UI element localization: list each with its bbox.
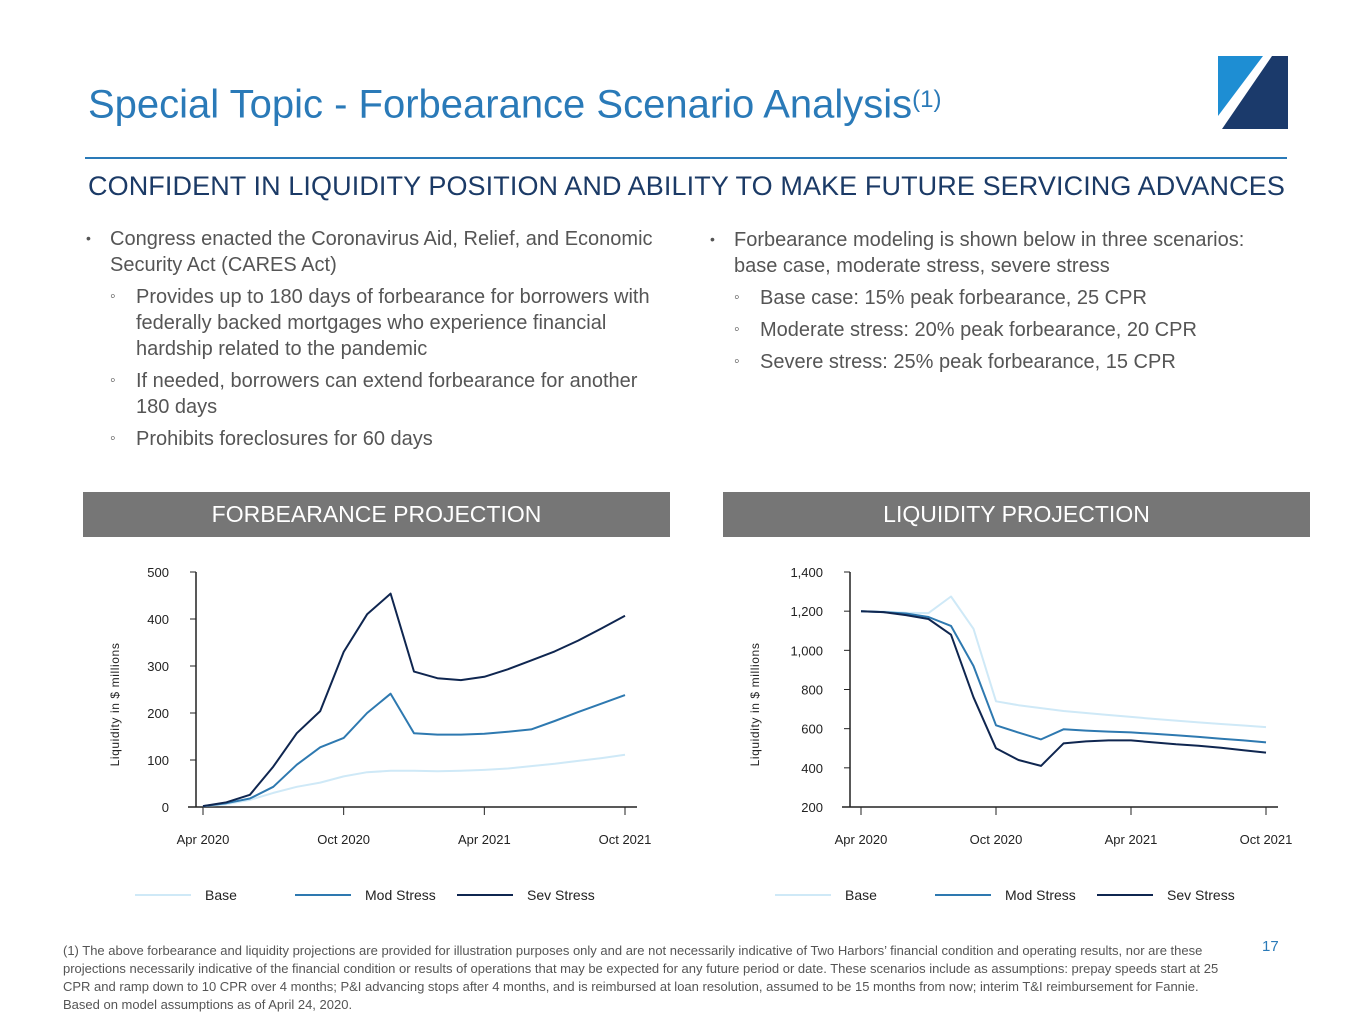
liquidity-y-tick-label: 1,400 <box>790 565 823 580</box>
forbearance-projection-header: FORBEARANCE PROJECTION <box>83 492 670 537</box>
forbearance-y-tick-label: 100 <box>147 753 169 768</box>
liquidity-series-base <box>860 595 1267 729</box>
forbearance-legend-label-base: Base <box>205 887 237 903</box>
liquidity-x-tick-label: Oct 2020 <box>970 832 1023 847</box>
liquidity-y-tick-label: 1,200 <box>790 604 823 619</box>
forbearance-x-tick-label: Oct 2020 <box>317 832 370 847</box>
bullet-cares-act: Congress enacted the Coronavirus Aid, Re… <box>86 225 676 278</box>
liquidity-y-tick-label: 1,000 <box>790 643 823 658</box>
sub-bullet-extend-forbearance: If needed, borrowers can extend forbeara… <box>86 368 676 420</box>
forbearance-y-tick-label: 400 <box>147 612 169 627</box>
forbearance-y-tick-label: 0 <box>162 800 169 815</box>
liquidity-series-sev-stress <box>860 610 1267 767</box>
liquidity-x-tick-label: Apr 2020 <box>835 832 888 847</box>
forbearance-chart: 0 100 200 300 400 500 Apr 2020 Oct 2020 Apr 2021… <box>95 545 735 915</box>
liquidity-y-tick-label: 200 <box>801 800 823 815</box>
forbearance-legend-label-sev-stress: Sev Stress <box>527 887 595 903</box>
liquidity-x-tick-label: Apr 2021 <box>1105 832 1158 847</box>
title-divider <box>85 157 1287 159</box>
left-bullet-list: Congress enacted the Coronavirus Aid, Re… <box>86 225 676 458</box>
forbearance-x-tick-label: Apr 2020 <box>177 832 230 847</box>
liquidity-legend-label-sev-stress: Sev Stress <box>1167 887 1235 903</box>
liquidity-x-tick-label: Oct 2021 <box>1240 832 1293 847</box>
title-footnote-marker: (1) <box>912 86 942 113</box>
liquidity-legend-label-base: Base <box>845 887 877 903</box>
liquidity-y-tick-label: 400 <box>801 761 823 776</box>
forbearance-series-mod-stress <box>202 692 626 808</box>
forbearance-series-base <box>202 753 626 808</box>
liquidity-chart-svg: 200 400 600 800 1,000 1,200 1,400 Apr 2020 Oct 2… <box>748 565 1293 903</box>
forbearance-y-tick-label: 500 <box>147 565 169 580</box>
sub-bullet-prohibits-foreclosures: Prohibits foreclosures for 60 days <box>86 426 676 452</box>
sub-bullet-base-case: Base case: 15% peak forbearance, 25 CPR <box>710 285 1280 311</box>
liquidity-y-tick-label: 800 <box>801 683 823 698</box>
forbearance-y-tick-label: 300 <box>147 659 169 674</box>
liquidity-legend-label-mod-stress: Mod Stress <box>1005 887 1076 903</box>
footnote: (1) The above forbearance and liquidity … <box>63 943 1219 1012</box>
forbearance-legend-label-mod-stress: Mod Stress <box>365 887 436 903</box>
sub-bullet-forbearance-180-days: Provides up to 180 days of forbearance f… <box>86 284 676 362</box>
forbearance-x-tick-label: Oct 2021 <box>599 832 652 847</box>
forbearance-y-axis-title: Liquidity in $ millions <box>108 643 122 767</box>
right-bullet-list: Forbearance modeling is shown below in t… <box>710 226 1280 381</box>
liquidity-y-tick-label: 600 <box>801 722 823 737</box>
liquidity-chart: 200 400 600 800 1,000 1,200 1,400 Apr 2020 Oct 2… <box>735 545 1365 915</box>
page-title-text: Special Topic - Forbearance Scenario Ana… <box>88 82 913 127</box>
liquidity-series-mod-stress <box>860 610 1267 744</box>
page-title: Special Topic - Forbearance Scenario Ana… <box>88 82 941 127</box>
forbearance-y-tick-label: 200 <box>147 706 169 721</box>
sub-bullet-severe-stress: Severe stress: 25% peak forbearance, 15 … <box>710 349 1280 375</box>
forbearance-series-sev-stress <box>202 592 626 808</box>
liquidity-y-axis-title: Liquidity in $ millions <box>748 643 762 767</box>
page-number: 17 <box>1262 938 1279 955</box>
forbearance-chart-svg: 0 100 200 300 400 500 Apr 2020 Oct 2020 Apr 2021… <box>108 565 652 903</box>
forbearance-x-tick-label: Apr 2021 <box>458 832 511 847</box>
section-subtitle: CONFIDENT IN LIQUIDITY POSITION AND ABIL… <box>88 171 1285 201</box>
liquidity-projection-header: LIQUIDITY PROJECTION <box>723 492 1310 537</box>
company-logo-icon <box>1218 56 1288 129</box>
bullet-forbearance-modeling: Forbearance modeling is shown below in t… <box>710 226 1280 279</box>
sub-bullet-moderate-stress: Moderate stress: 20% peak forbearance, 2… <box>710 317 1280 343</box>
